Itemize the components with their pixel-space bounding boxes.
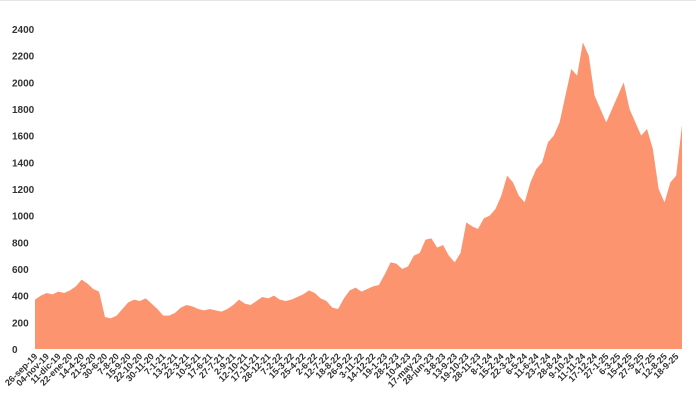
y-tick-label: 1000 <box>12 212 35 223</box>
y-tick-label: 1800 <box>12 105 35 116</box>
area <box>35 42 682 349</box>
y-tick-label: 2400 <box>12 25 35 36</box>
y-tick-label: 2200 <box>12 52 35 63</box>
y-tick-label: 200 <box>12 318 29 329</box>
y-tick-label: 400 <box>12 292 29 303</box>
y-tick-label: 800 <box>12 238 29 249</box>
y-tick-label: 0 <box>12 345 18 356</box>
y-tick-label: 2000 <box>12 78 35 89</box>
y-tick-label: 600 <box>12 265 29 276</box>
y-tick-label: 1200 <box>12 185 35 196</box>
y-tick-label: 1600 <box>12 132 35 143</box>
y-tick-label: 1400 <box>12 158 35 169</box>
